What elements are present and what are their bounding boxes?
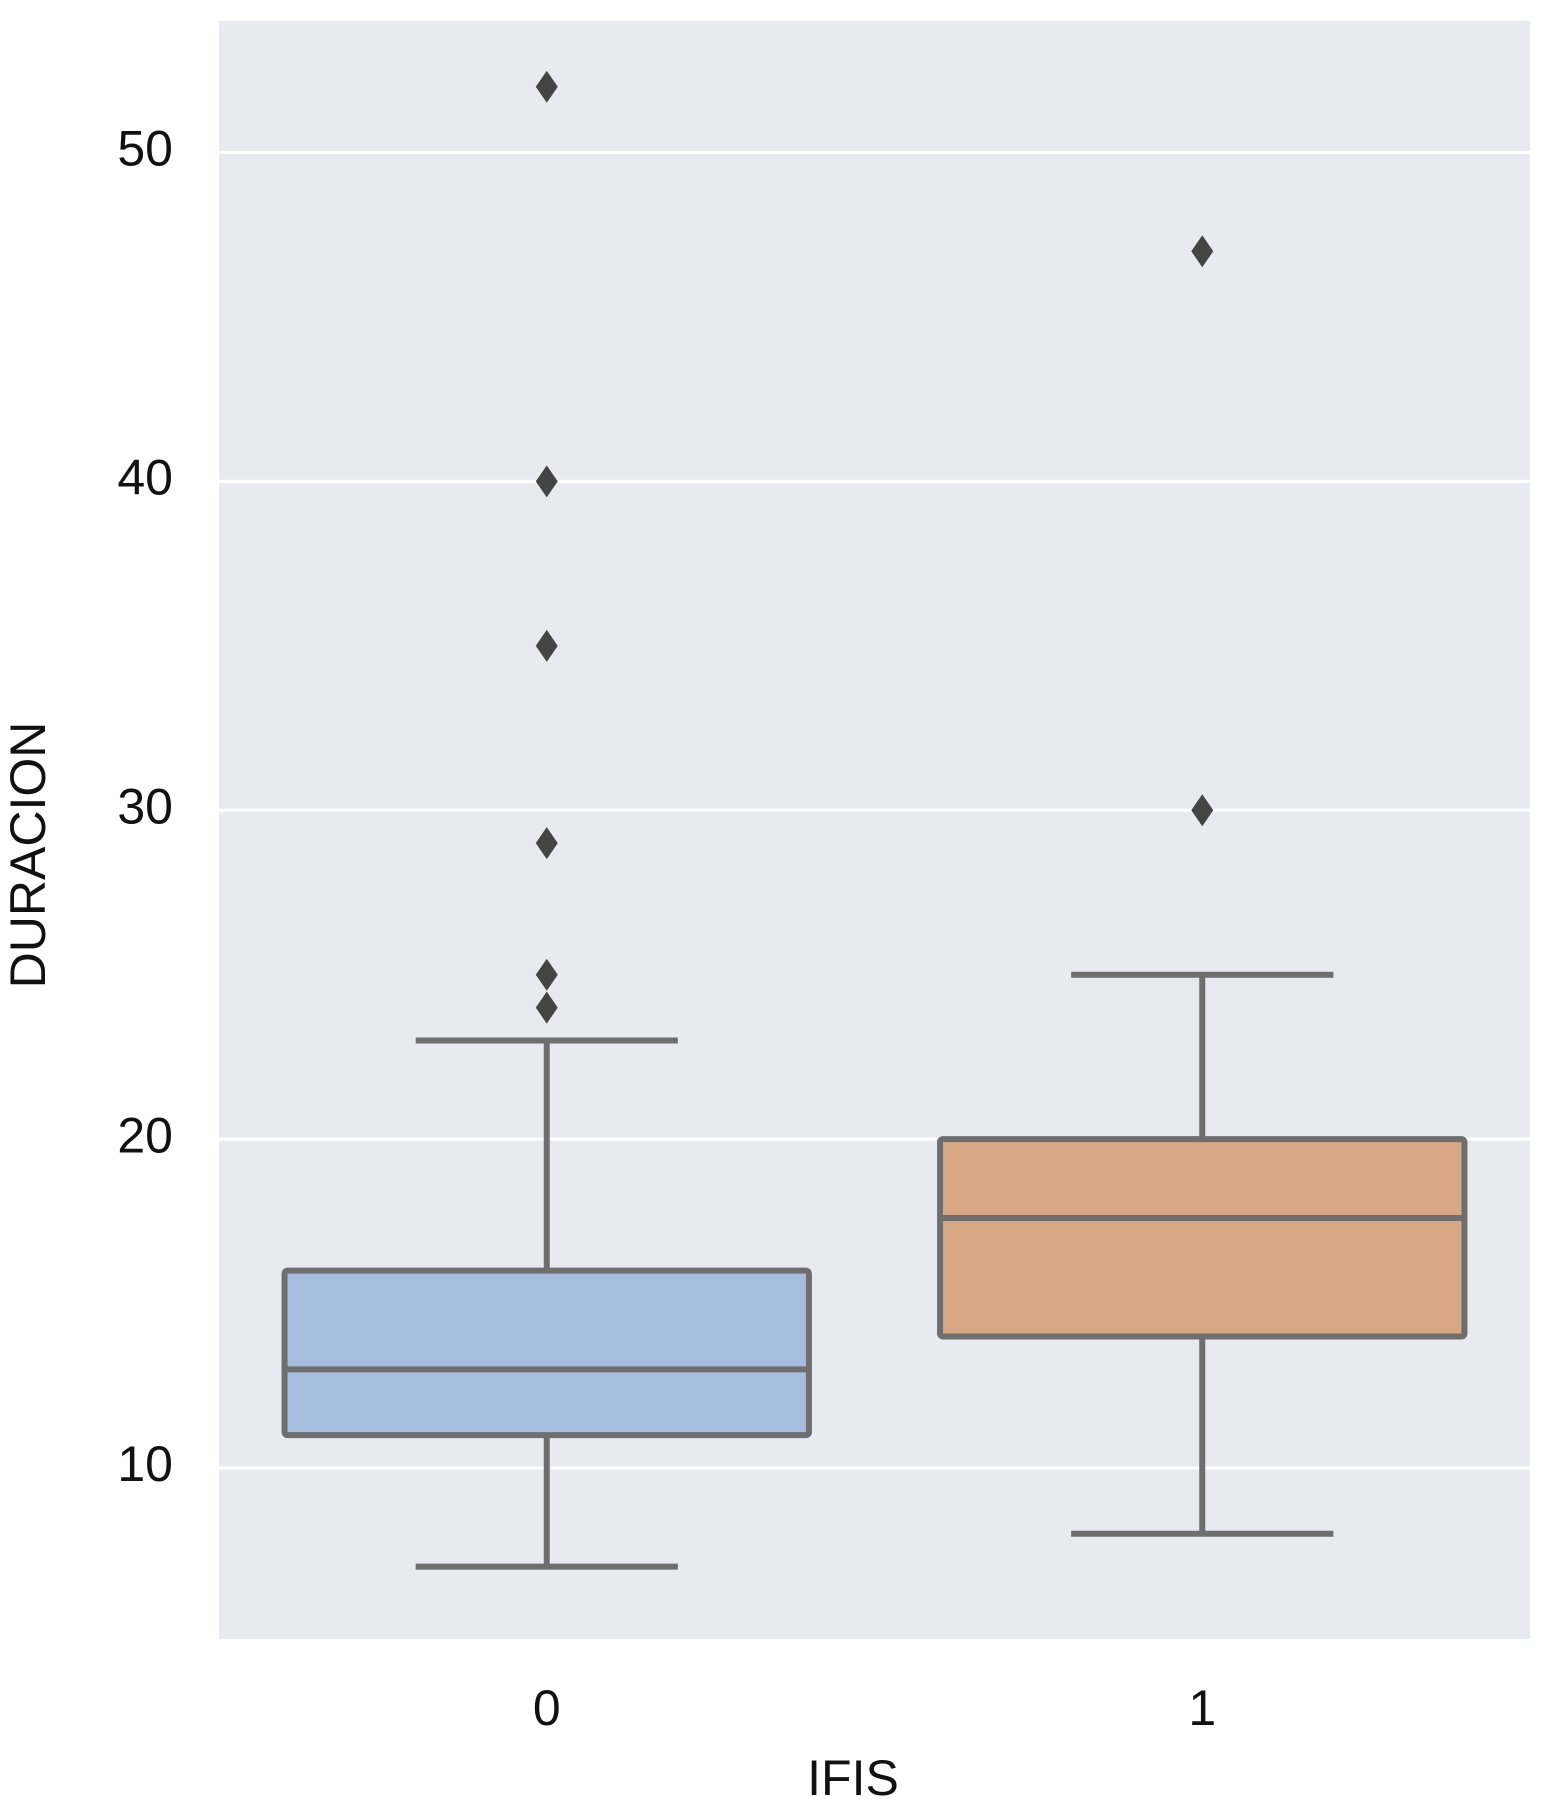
box	[281, 1267, 812, 1439]
outlier	[535, 827, 558, 860]
y-tick-label: 40	[117, 450, 173, 506]
y-tick-label: 10	[117, 1436, 173, 1492]
outlier	[535, 958, 558, 991]
x-tick-label: 1	[1188, 1680, 1216, 1736]
outlier	[535, 70, 558, 103]
outlier	[535, 629, 558, 662]
y-axis-label: DURACION	[0, 722, 56, 989]
y-tick-label: 30	[117, 778, 173, 834]
outlier	[1191, 235, 1214, 268]
outlier	[535, 465, 558, 498]
y-tick-label: 50	[117, 121, 173, 177]
box	[937, 1136, 1468, 1340]
x-tick-label: 0	[533, 1680, 561, 1736]
outlier	[1191, 794, 1214, 827]
x-axis-label: IFIS	[807, 1750, 899, 1806]
outlier	[535, 991, 558, 1024]
y-tick-label: 20	[117, 1107, 173, 1163]
